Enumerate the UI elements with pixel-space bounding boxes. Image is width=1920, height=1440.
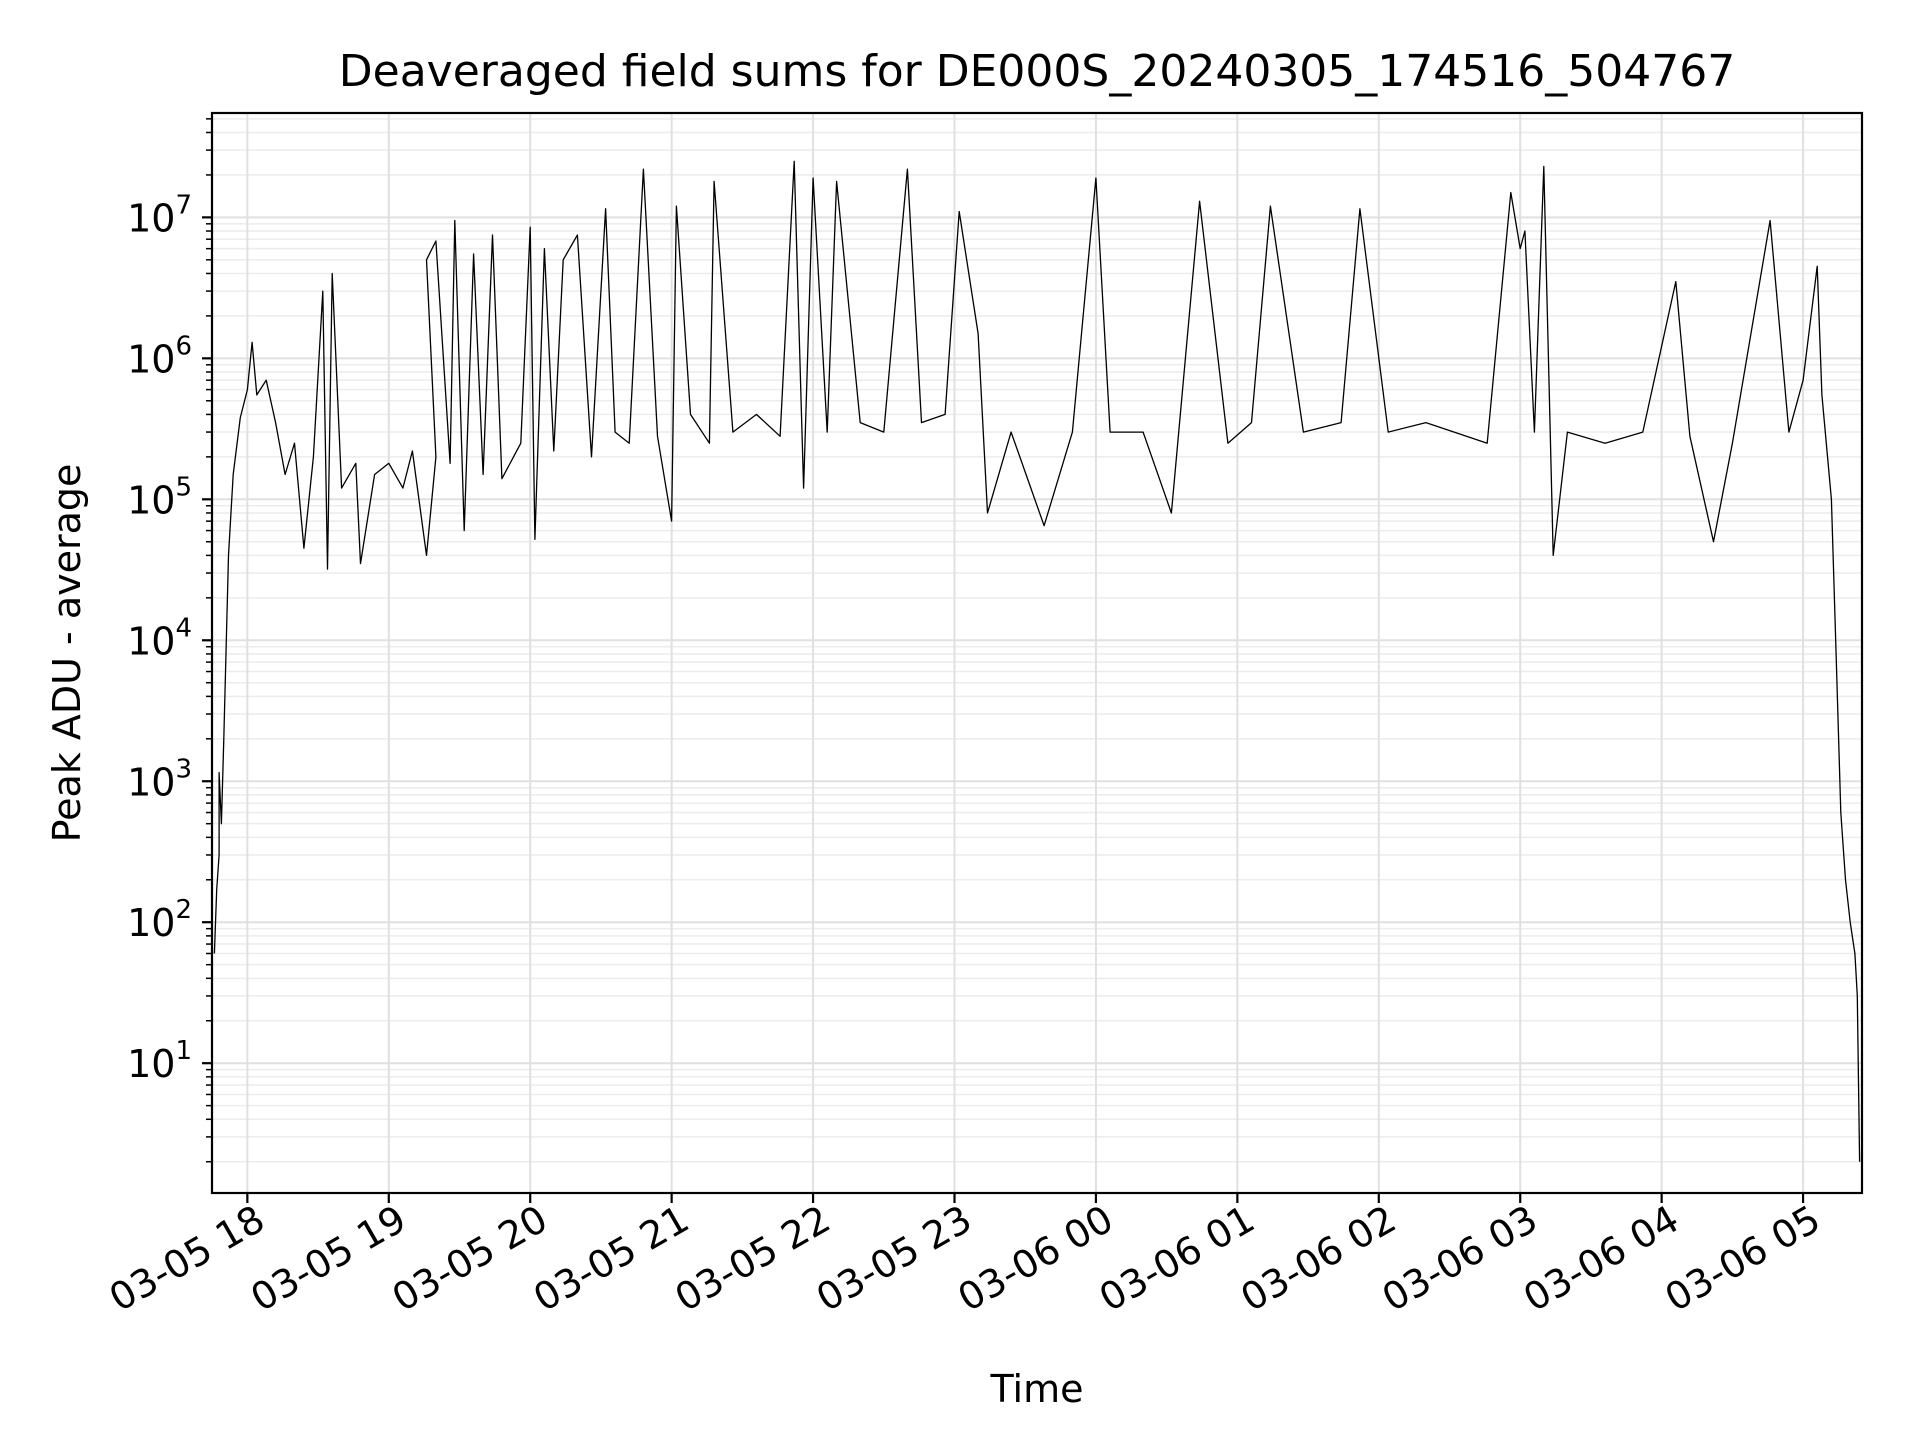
y-axis-label: Peak ADU - average [45,464,89,843]
y-tick-exponent: 2 [175,895,192,925]
y-tick-base: 10 [127,337,175,381]
grid [212,113,1862,1193]
y-tick-label: 103 [127,754,192,804]
y-tick-base: 10 [127,1042,175,1086]
x-tick-label: 03-05 20 [385,1197,555,1321]
x-tick-label: 03-05 22 [668,1197,838,1321]
y-tick-base: 10 [127,760,175,804]
x-tick-label: 03-05 19 [243,1197,413,1321]
y-tick-base: 10 [127,619,175,663]
y-tick-label: 107 [127,190,192,240]
x-tick-label: 03-06 01 [1092,1197,1262,1321]
y-tick-label: 105 [127,472,192,522]
series-line-0 [213,160,1861,1162]
series-layer [213,160,1861,1162]
y-tick-exponent: 5 [175,472,192,502]
y-tick-exponent: 6 [175,331,192,361]
plot-frame [210,111,1864,1195]
x-tick-label: 03-06 03 [1375,1197,1545,1321]
x-tick-label: 03-05 21 [526,1197,696,1321]
x-tick-label: 03-05 23 [809,1197,979,1321]
x-tick-label: 03-06 00 [950,1197,1120,1321]
y-tick-label: 106 [127,331,192,381]
y-tick-label: 104 [127,613,192,663]
x-tick-label: 03-06 04 [1516,1197,1686,1321]
x-tick-label: 03-05 18 [102,1197,272,1321]
y-tick-exponent: 3 [175,754,192,784]
x-tick-label: 03-06 05 [1658,1197,1828,1321]
x-axis-label: Time [990,1367,1084,1411]
x-tick-label: 03-06 02 [1233,1197,1403,1321]
y-tick-base: 10 [127,196,175,240]
y-tick-label: 102 [127,895,192,945]
y-tick-base: 10 [127,478,175,522]
chart-title: Deaveraged field sums for DE000S_2024030… [339,46,1735,97]
y-tick-label: 101 [127,1036,192,1086]
y-tick-exponent: 1 [175,1036,192,1066]
y-tick-base: 10 [127,901,175,945]
y-tick-exponent: 7 [175,190,192,220]
y-tick-exponent: 4 [175,613,192,643]
